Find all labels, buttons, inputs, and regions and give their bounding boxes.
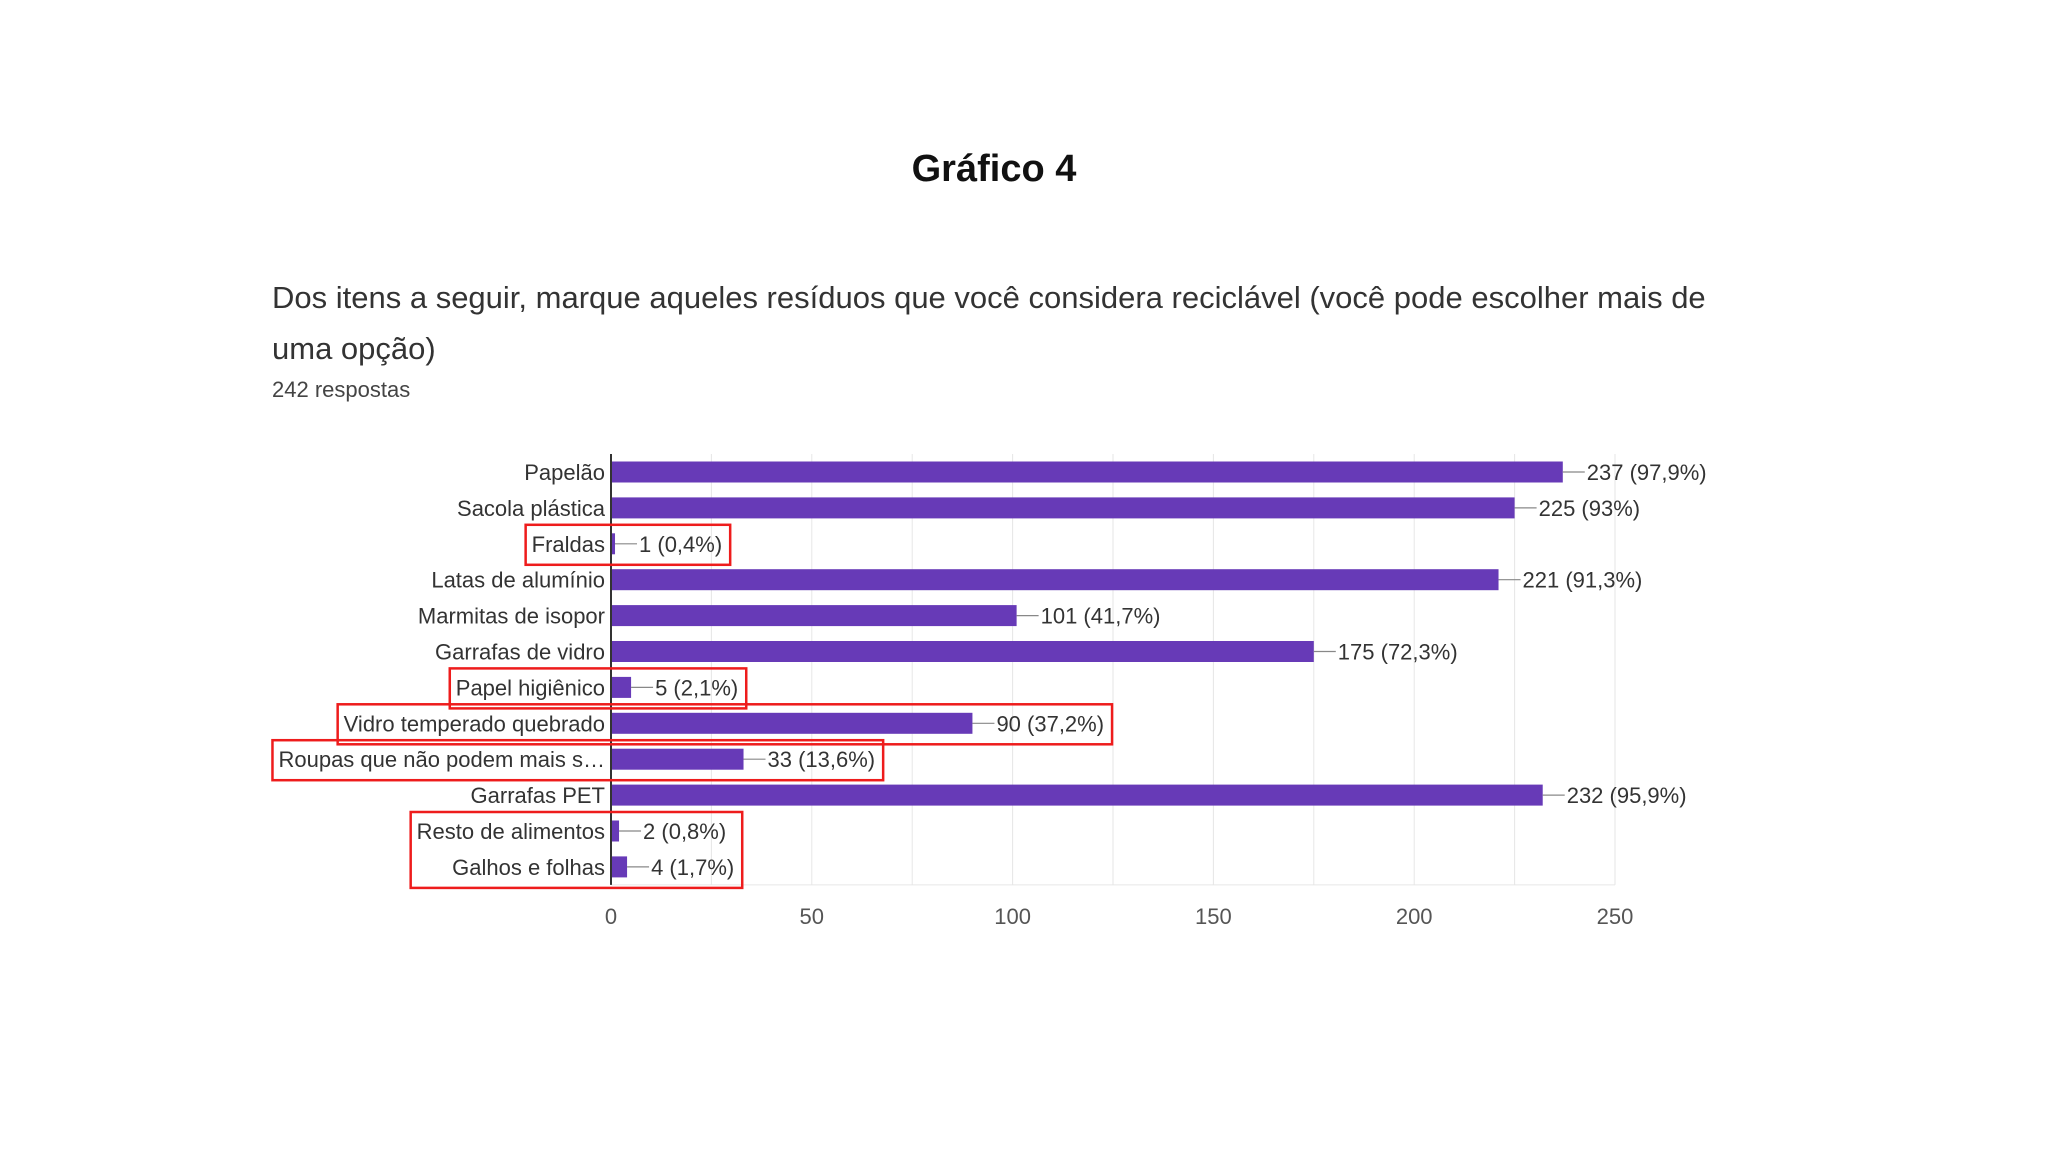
category-label: Fraldas	[532, 532, 605, 557]
category-label: Garrafas de vidro	[435, 640, 605, 665]
category-label: Resto de alimentos	[417, 819, 605, 844]
bar	[611, 820, 620, 842]
data-label: 90 (37,2%)	[996, 711, 1104, 736]
highlight-box	[271, 738, 885, 782]
data-label: 33 (13,6%)	[768, 747, 876, 772]
x-tick-label: 150	[1195, 904, 1232, 929]
highlight-box	[336, 703, 1114, 746]
category-label: Vidro temperado quebrado	[344, 711, 605, 736]
x-tick-label: 200	[1396, 904, 1433, 929]
category-label: Marmitas de isopor	[418, 604, 605, 629]
data-label: 232 (95,9%)	[1567, 783, 1687, 808]
figure-title: Gráfico 4	[911, 148, 1077, 190]
data-label: 175 (72,3%)	[1338, 640, 1458, 665]
bar	[611, 497, 1515, 519]
category-label: Papelão	[524, 460, 605, 485]
data-label: 1 (0,4%)	[639, 532, 722, 557]
axes: 0 50 100 150 200 250	[605, 454, 1633, 929]
highlight-box	[409, 810, 744, 890]
data-label: 221 (91,3%)	[1523, 568, 1643, 593]
bar	[611, 461, 1563, 483]
data-label: 4 (1,7%)	[651, 855, 734, 880]
category-label: Sacola plástica	[457, 496, 606, 521]
labels: 237 (97,9%) Papelão 225 (93%) Sacola plásti…	[278, 460, 1706, 880]
x-tick-label: 50	[800, 904, 824, 929]
data-label: 2 (0,8%)	[643, 819, 726, 844]
bar	[611, 641, 1314, 662]
x-tick-label: 100	[994, 904, 1031, 929]
bar	[611, 784, 1543, 806]
chart-question-title: Dos itens a seguir, marque aqueles resíd…	[272, 280, 1706, 366]
bar	[611, 569, 1499, 591]
data-label: 5 (2,1%)	[655, 675, 738, 700]
bar	[611, 533, 616, 555]
highlight-box	[448, 667, 748, 710]
bar	[611, 712, 973, 734]
category-label: Garrafas PET	[471, 783, 605, 808]
category-label: Papel higiênico	[456, 675, 605, 700]
x-tick-label: 0	[605, 904, 617, 929]
response-count: 242 respostas	[272, 377, 411, 402]
highlight-boxes	[271, 523, 1114, 890]
category-label: Latas de alumínio	[431, 568, 605, 593]
data-label: 101 (41,7%)	[1041, 604, 1161, 629]
gridlines	[611, 454, 1616, 886]
category-label: Roupas que não podem mais s…	[278, 747, 605, 772]
bar	[611, 605, 1017, 627]
bar	[611, 676, 632, 698]
data-label: 225 (93%)	[1539, 496, 1641, 521]
bar	[611, 856, 628, 878]
category-label: Galhos e folhas	[452, 855, 605, 880]
data-label: 237 (97,9%)	[1587, 460, 1707, 485]
bar	[611, 748, 744, 770]
highlight-box	[524, 523, 732, 567]
bars	[611, 461, 1585, 878]
x-tick-label: 250	[1597, 904, 1634, 929]
